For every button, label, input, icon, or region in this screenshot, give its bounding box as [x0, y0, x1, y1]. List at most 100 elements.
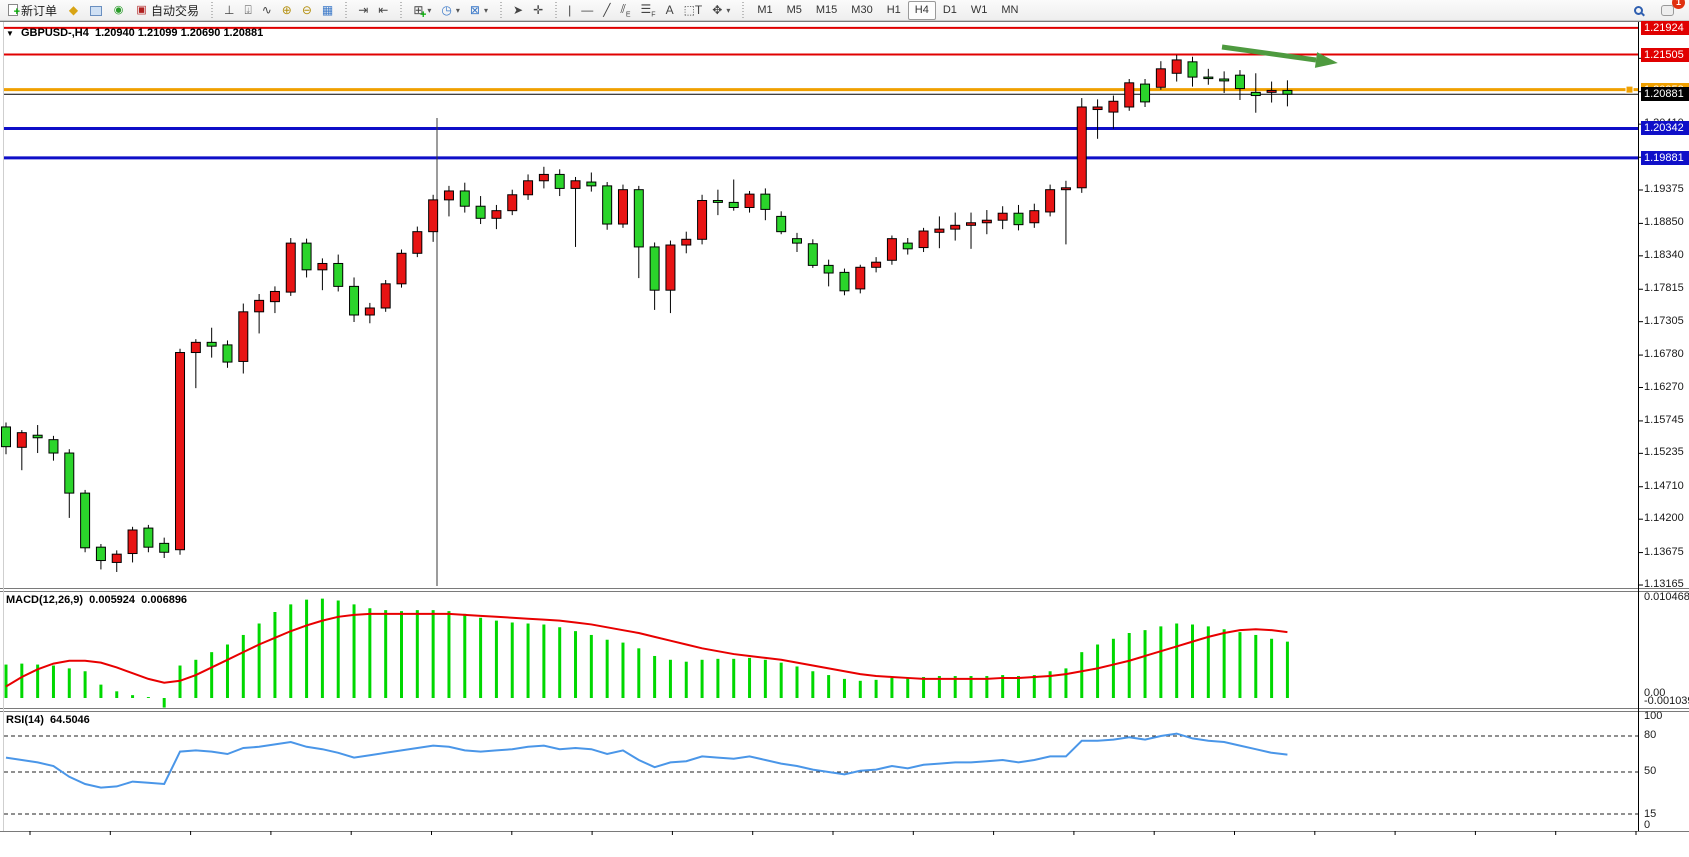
candle[interactable]: [206, 341, 217, 347]
candle[interactable]: [111, 553, 122, 563]
vertical-line-button[interactable]: |: [563, 1, 576, 20]
candle[interactable]: [95, 546, 106, 562]
candle[interactable]: [1076, 106, 1087, 189]
candle[interactable]: [1140, 83, 1151, 103]
candle[interactable]: [412, 231, 423, 254]
candle[interactable]: [1124, 82, 1135, 108]
candle[interactable]: [396, 252, 407, 285]
cursor-button[interactable]: ➤: [508, 1, 528, 20]
zoom-out-button[interactable]: ⊖: [297, 1, 317, 20]
text-button[interactable]: A: [661, 1, 679, 20]
candle[interactable]: [1234, 74, 1245, 90]
candle[interactable]: [285, 242, 296, 293]
timeframe-H4[interactable]: H4: [907, 0, 936, 20]
rsi-layer[interactable]: [4, 732, 1638, 815]
candle[interactable]: [48, 439, 59, 454]
candle[interactable]: [301, 242, 312, 271]
new-order-button[interactable]: 新订单: [3, 1, 62, 20]
timeframe-H1[interactable]: H1: [886, 3, 901, 16]
candle[interactable]: [364, 307, 375, 316]
auto-scroll-button[interactable]: ⇥: [353, 1, 373, 20]
candle[interactable]: [886, 238, 897, 261]
candle[interactable]: [127, 529, 138, 555]
community-button[interactable]: ◆: [62, 1, 85, 20]
candle[interactable]: [633, 189, 644, 248]
timeframe-M30[interactable]: M30: [851, 3, 873, 16]
candle[interactable]: [1045, 189, 1056, 213]
candle[interactable]: [823, 264, 834, 274]
candle[interactable]: [143, 527, 154, 548]
candle[interactable]: [159, 542, 170, 553]
candle[interactable]: [175, 352, 186, 551]
candle[interactable]: [902, 242, 913, 250]
candle[interactable]: [1155, 68, 1166, 88]
candle[interactable]: [807, 243, 818, 266]
candle[interactable]: [32, 434, 43, 439]
timeframe-M15[interactable]: M15: [815, 3, 838, 16]
candle[interactable]: [570, 180, 581, 189]
metaeditor-button[interactable]: [85, 1, 107, 20]
candle[interactable]: [649, 246, 660, 291]
candle[interactable]: [459, 190, 470, 207]
candles-layer[interactable]: [1, 54, 1293, 572]
timeframe-M1[interactable]: M1: [757, 3, 773, 16]
candle[interactable]: [602, 185, 613, 225]
candle[interactable]: [697, 199, 708, 240]
candle[interactable]: [1187, 61, 1198, 78]
candle[interactable]: [934, 228, 945, 233]
candle[interactable]: [839, 271, 850, 292]
templates-button[interactable]: ⊠ ▾: [465, 1, 493, 20]
candle[interactable]: [1060, 187, 1071, 191]
bar-chart-button[interactable]: ⊥: [219, 1, 239, 20]
candle[interactable]: [349, 285, 360, 316]
level-lines-layer[interactable]: [4, 26, 1638, 160]
candle[interactable]: [681, 238, 692, 246]
candle[interactable]: [950, 224, 961, 230]
chart-shift-button[interactable]: ⇤: [373, 1, 393, 20]
candle[interactable]: [1219, 78, 1230, 82]
candle[interactable]: [712, 199, 723, 203]
candle[interactable]: [238, 311, 249, 362]
candle[interactable]: [475, 205, 486, 219]
candle[interactable]: [491, 210, 502, 219]
candle[interactable]: [855, 266, 866, 290]
timeframe-W1[interactable]: W1: [970, 3, 988, 16]
candle[interactable]: [222, 344, 233, 363]
fibonacci-button[interactable]: ☰F: [636, 1, 661, 20]
periods-button[interactable]: ◷ ▾: [436, 1, 465, 20]
tile-windows-button[interactable]: ▦: [317, 1, 338, 20]
candle[interactable]: [1266, 89, 1277, 93]
candle[interactable]: [665, 244, 676, 291]
zoom-in-button[interactable]: ⊕: [277, 1, 297, 20]
candle[interactable]: [554, 173, 565, 189]
candle[interactable]: [523, 180, 534, 196]
crosshair-button[interactable]: ✛: [528, 1, 548, 20]
candle[interactable]: [16, 432, 27, 448]
candle[interactable]: [1203, 76, 1214, 80]
candle[interactable]: [1092, 106, 1103, 111]
price-chart-canvas[interactable]: [0, 21, 1689, 857]
candle[interactable]: [64, 452, 75, 494]
candle[interactable]: [1029, 210, 1040, 224]
candle[interactable]: [1250, 91, 1261, 97]
signals-button[interactable]: ◉: [107, 1, 130, 20]
candle[interactable]: [1171, 59, 1182, 74]
candle[interactable]: [617, 189, 628, 225]
search-button[interactable]: [1629, 1, 1648, 20]
collapse-triangle-icon[interactable]: ▼: [6, 29, 14, 38]
candle[interactable]: [1282, 89, 1293, 95]
line-chart-button[interactable]: ∿: [257, 1, 277, 20]
candle[interactable]: [586, 181, 597, 187]
timeframe-MN[interactable]: MN: [1001, 3, 1019, 16]
horizontal-line-button[interactable]: —: [576, 1, 598, 20]
candle[interactable]: [1, 426, 11, 448]
arrows-button[interactable]: ✥ ▾: [707, 1, 735, 20]
trendline-button[interactable]: ╱: [598, 1, 615, 20]
candle[interactable]: [1108, 100, 1119, 113]
candle[interactable]: [507, 194, 518, 212]
candle[interactable]: [997, 212, 1008, 221]
timeframe-M5[interactable]: M5: [786, 3, 802, 16]
candle[interactable]: [871, 261, 882, 268]
candle[interactable]: [428, 199, 439, 233]
equidistant-channel-button[interactable]: ⫽E: [615, 1, 635, 20]
